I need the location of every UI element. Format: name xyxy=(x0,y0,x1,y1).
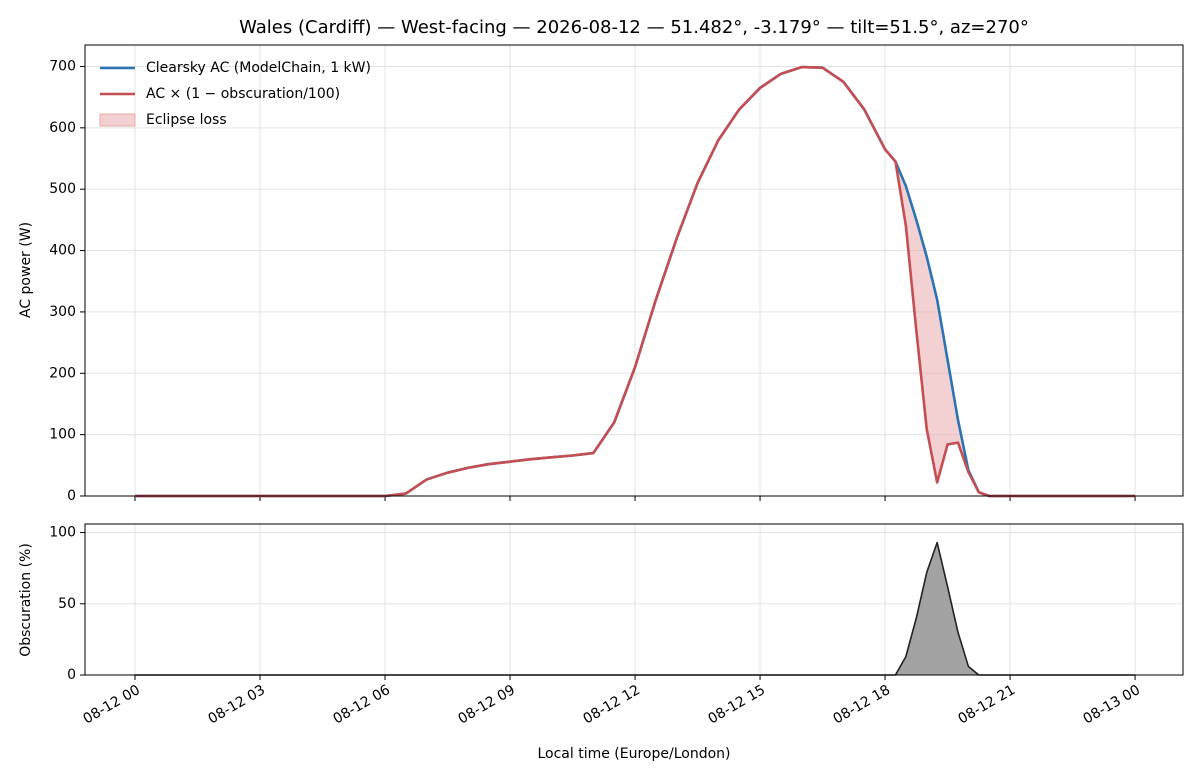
legend-label: Eclipse loss xyxy=(146,112,227,128)
x-axis-label: Local time (Europe/London) xyxy=(537,746,730,762)
axes-frame xyxy=(84,44,1184,497)
y-tick-label: 0 xyxy=(67,488,76,504)
y-tick-label: 400 xyxy=(49,243,76,259)
y-tick-label: 200 xyxy=(49,365,76,381)
chart-title: Wales (Cardiff) — West-facing — 2026-08-… xyxy=(239,17,1029,38)
y-tick-label: 100 xyxy=(49,525,76,541)
y-axis-label: AC power (W) xyxy=(18,222,34,318)
y-tick-label: 500 xyxy=(49,181,76,197)
legend-label: AC × (1 − obscuration/100) xyxy=(146,86,340,102)
y-tick-label: 600 xyxy=(49,120,76,136)
obscuration-area xyxy=(135,542,1136,675)
y-tick-label: 50 xyxy=(58,596,76,612)
y-axis-label: Obscuration (%) xyxy=(18,543,34,657)
legend-label: Clearsky AC (ModelChain, 1 kW) xyxy=(146,60,371,76)
axes-frame xyxy=(84,523,1184,676)
y-tick-label: 700 xyxy=(49,58,76,74)
legend-swatch xyxy=(99,113,136,127)
y-tick-label: 100 xyxy=(49,427,76,443)
y-tick-label: 300 xyxy=(49,304,76,320)
y-tick-label: 0 xyxy=(67,667,76,683)
